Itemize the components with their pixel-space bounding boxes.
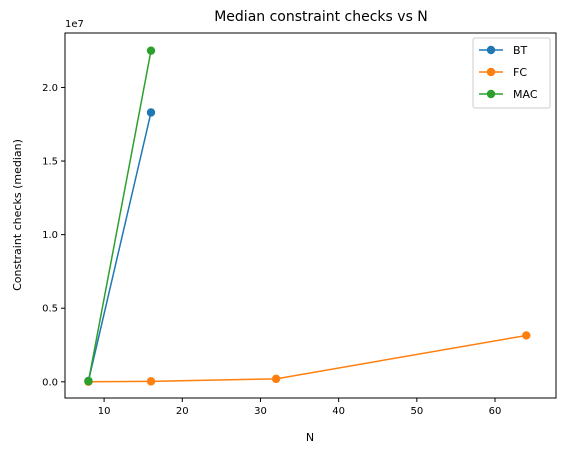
- legend-marker-mac: [486, 89, 496, 99]
- y-multiplier-label: 1e7: [65, 19, 84, 30]
- x-tick-label: 20: [176, 406, 189, 417]
- x-tick-label: 60: [489, 406, 502, 417]
- x-tick-label: 50: [410, 406, 423, 417]
- series-line-bt: [87, 112, 152, 382]
- x-axis-label: N: [306, 431, 314, 444]
- y-tick-label: 1.0: [42, 230, 58, 241]
- legend: BT FC MAC: [472, 37, 551, 109]
- legend-box: [472, 37, 551, 109]
- y-tick-label: 1.5: [42, 157, 58, 168]
- series-layer: [84, 46, 531, 386]
- y-tick-label: 0.0: [42, 377, 58, 388]
- data-point-mac: [146, 46, 156, 55]
- legend-label-fc: FC: [513, 66, 527, 79]
- plot-frame: [64, 32, 557, 399]
- y-tick-label: 2.0: [42, 83, 58, 94]
- x-tick-label: 10: [98, 406, 111, 417]
- y-tick-label: 0.5: [42, 304, 58, 315]
- chart-title: Median constraint checks vs N: [214, 9, 428, 25]
- legend-marker-fc: [486, 67, 496, 77]
- data-point-fc: [522, 331, 531, 340]
- legend-label-bt: BT: [513, 44, 528, 57]
- x-tick-label: 40: [332, 406, 345, 417]
- series-line-fc: [88, 334, 527, 383]
- axis-layer: 10 20 30 40 50 60 0.0 0.5 1.0 1.5 2.0: [42, 83, 501, 417]
- legend-marker-bt: [486, 45, 496, 55]
- y-axis-label: Constraint checks (median): [11, 139, 24, 291]
- data-point-fc: [146, 377, 156, 386]
- series-line-mac: [87, 50, 152, 382]
- data-point-fc: [271, 374, 281, 384]
- data-point-mac: [84, 377, 93, 386]
- x-tick-label: 30: [254, 406, 267, 417]
- legend-label-mac: MAC: [513, 88, 538, 101]
- data-point-bt: [146, 108, 156, 117]
